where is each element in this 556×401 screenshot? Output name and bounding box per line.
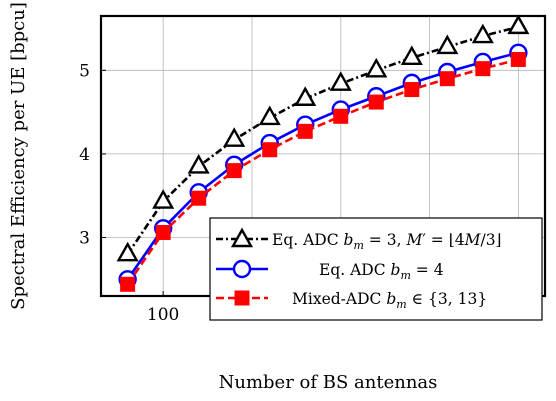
series-3-point-8 bbox=[368, 94, 384, 110]
series-1-point-9 bbox=[400, 45, 423, 65]
series-1-point-10 bbox=[436, 34, 459, 55]
legend-label-eq-adc-3: Eq. ADC bm = 3, M′ = ⌊4M/3⌋ bbox=[272, 231, 502, 252]
y-tick-label-3: 3 bbox=[79, 228, 90, 248]
square-marker-icon bbox=[234, 290, 250, 306]
series-1-point-2 bbox=[152, 189, 175, 209]
series-1 bbox=[116, 14, 530, 262]
series-1-point-4 bbox=[223, 127, 246, 147]
series-3 bbox=[120, 51, 526, 292]
legend-entry-eq-adc-4: Eq. ADC bm = 4 bbox=[216, 259, 444, 282]
series-3-point-3 bbox=[191, 190, 207, 206]
series-layer bbox=[116, 14, 530, 292]
legend-entry-eq-adc-3: Eq. ADC bm = 3, M′ = ⌊4M/3⌋ bbox=[216, 227, 502, 252]
legend: Eq. ADC bm = 3, M′ = ⌊4M/3⌋ Eq. ADC bm =… bbox=[209, 217, 543, 321]
series-1-point-7 bbox=[329, 71, 352, 91]
series-3-point-2 bbox=[155, 224, 171, 240]
series-1-point-11 bbox=[471, 23, 494, 44]
series-1-point-12 bbox=[507, 14, 530, 35]
x-tick-label-100: 100 bbox=[147, 305, 179, 325]
y-axis-label: Spectral Efficiency per UE [bpcu] bbox=[8, 2, 29, 310]
series-1-point-1 bbox=[116, 241, 139, 262]
legend-entry-mixed-adc: Mixed-ADC bm ∈ {3, 13} bbox=[216, 290, 487, 311]
legend-label-mixed-adc: Mixed-ADC bm ∈ {3, 13} bbox=[292, 290, 487, 311]
series-3-point-6 bbox=[297, 123, 313, 139]
series-3-point-12 bbox=[510, 51, 526, 67]
series-1-point-6 bbox=[294, 86, 317, 106]
circle-marker-icon bbox=[232, 259, 252, 279]
series-1-point-3 bbox=[187, 154, 210, 174]
series-3-point-4 bbox=[226, 163, 242, 179]
series-3-point-10 bbox=[439, 71, 455, 87]
series-3-point-9 bbox=[404, 82, 420, 98]
y-tick-label-4: 4 bbox=[79, 145, 90, 165]
series-1-point-5 bbox=[258, 105, 281, 126]
series-3-point-1 bbox=[120, 276, 136, 292]
series-3-point-7 bbox=[333, 108, 349, 124]
x-axis-label: Number of BS antennas bbox=[219, 372, 438, 393]
y-tick-label-5: 5 bbox=[79, 61, 90, 81]
series-3-point-11 bbox=[475, 61, 491, 77]
legend-label-eq-adc-4: Eq. ADC bm = 4 bbox=[319, 261, 444, 282]
triangle-marker-icon bbox=[230, 227, 254, 248]
series-1-point-8 bbox=[365, 57, 388, 78]
series-3-point-5 bbox=[262, 142, 278, 158]
